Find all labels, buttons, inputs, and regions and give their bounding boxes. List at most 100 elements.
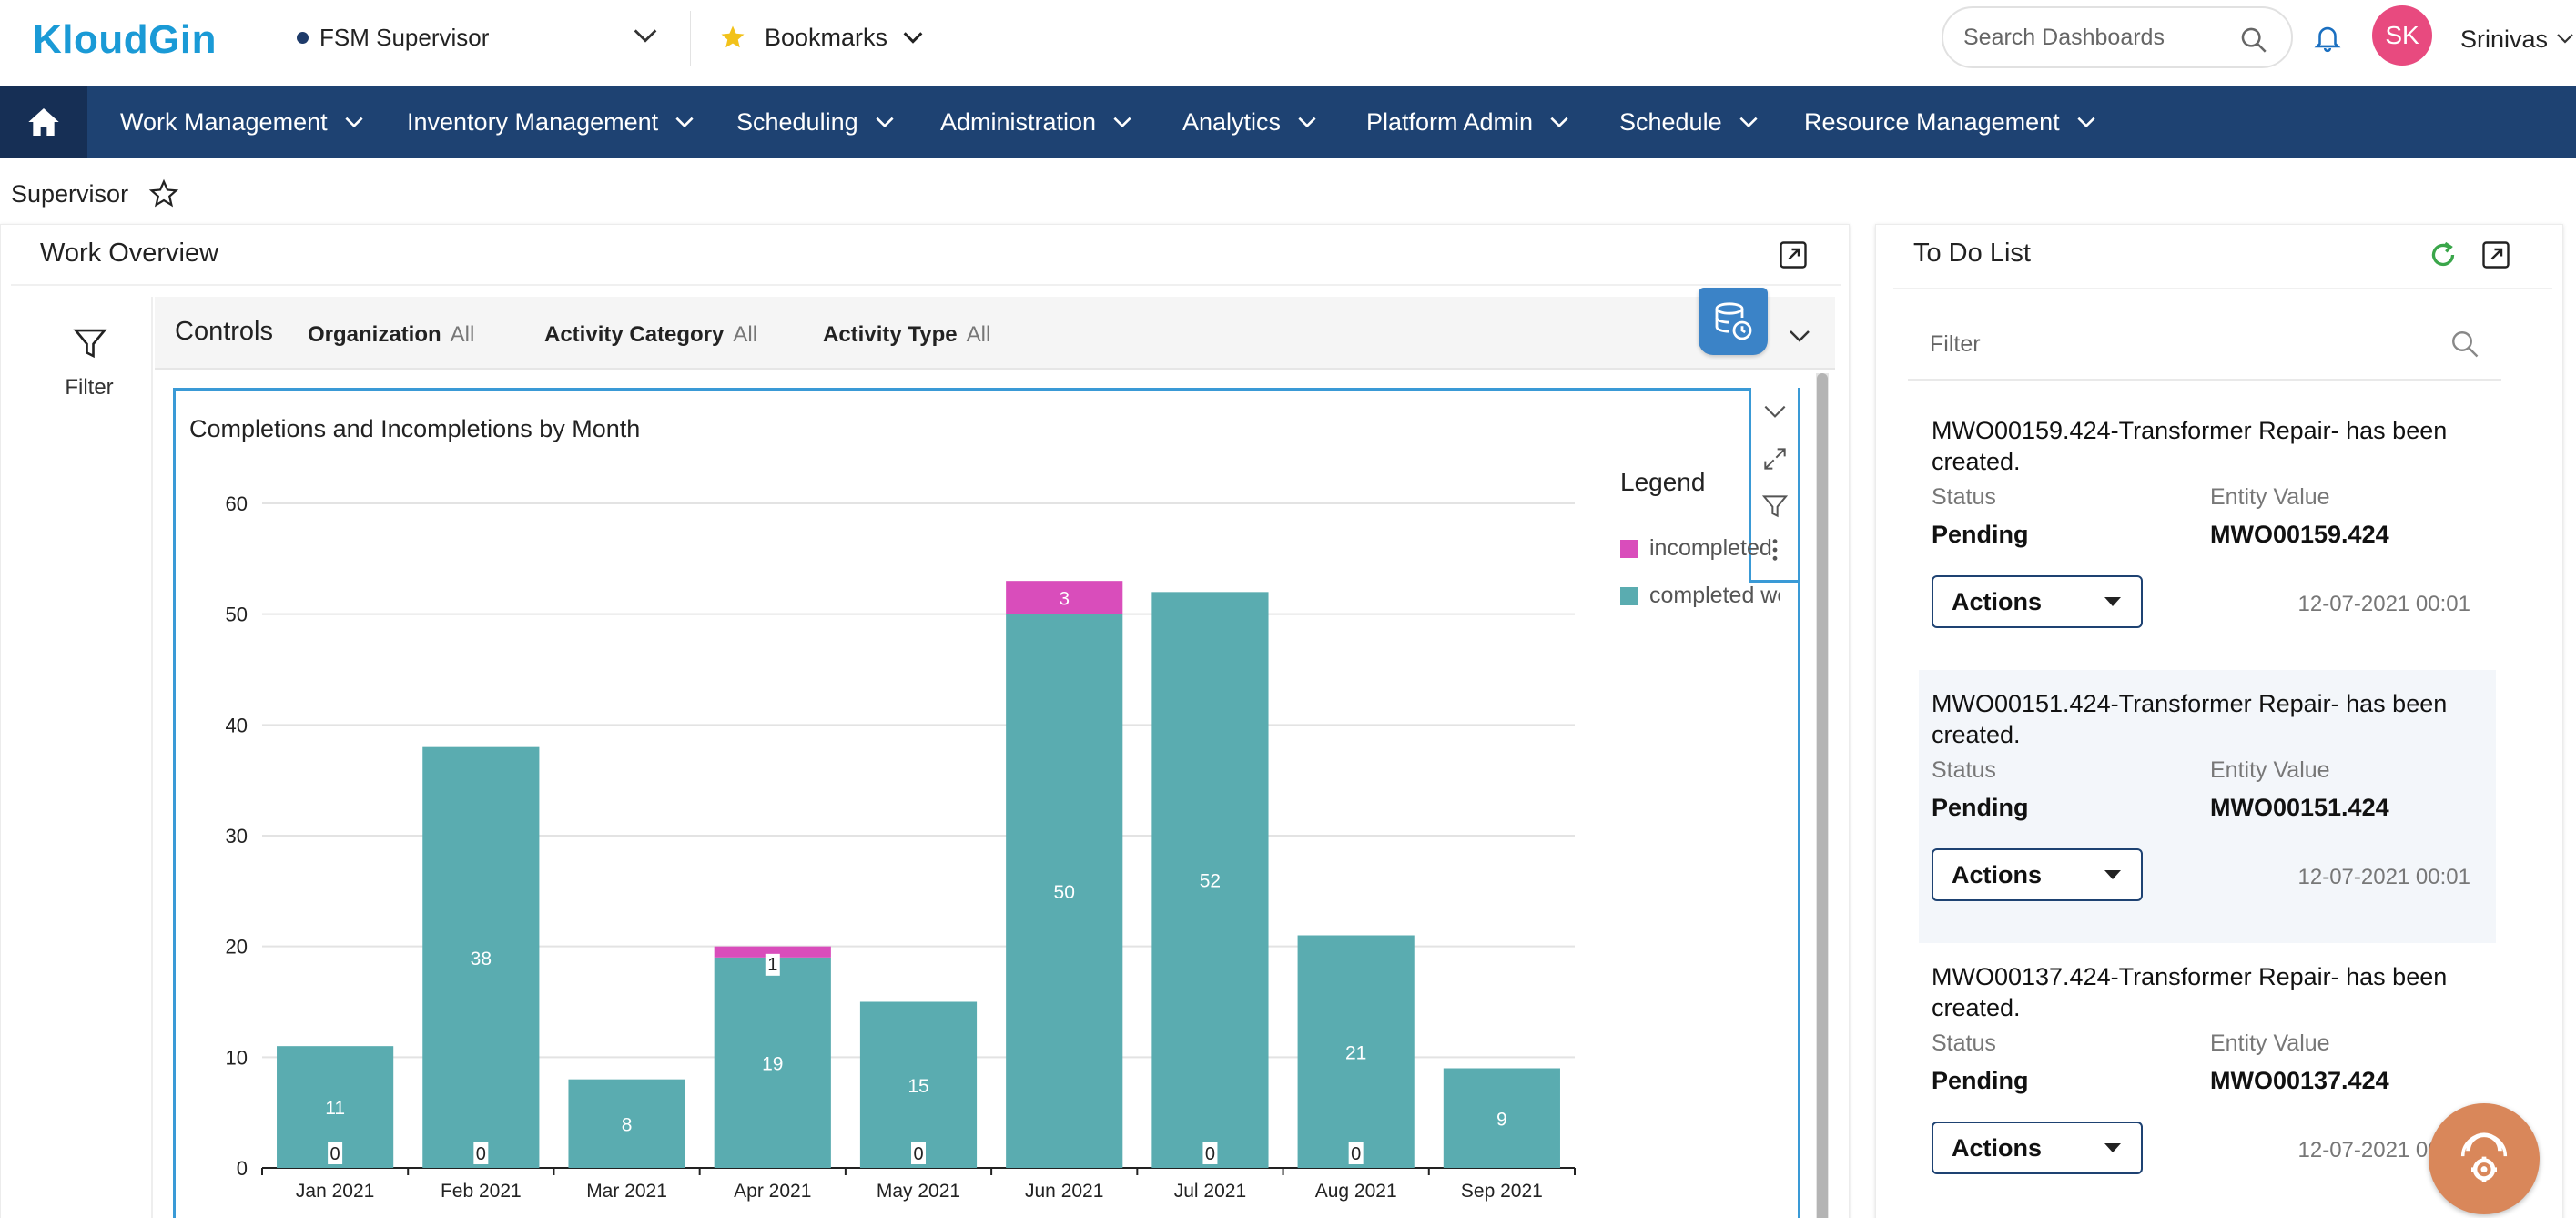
bar-value-label: 19 xyxy=(762,1053,783,1074)
nav-label: Platform Admin xyxy=(1366,107,1534,136)
scrollbar-thumb[interactable] xyxy=(1817,373,1828,1218)
data-source-button[interactable] xyxy=(1699,288,1768,355)
bar-completed xyxy=(714,957,831,1168)
entity-value-label: Entity Value xyxy=(2210,484,2330,510)
bar-completed xyxy=(422,746,540,1168)
search-icon[interactable] xyxy=(2238,25,2269,56)
bar-completed xyxy=(859,1001,978,1168)
x-tick-label: Jun 2021 xyxy=(1025,1181,1103,1202)
fullscreen-icon[interactable] xyxy=(1760,444,1790,473)
bar-value-label: 50 xyxy=(1054,882,1075,903)
legend-label: completed wo xyxy=(1649,583,1780,608)
nav-platform-admin[interactable]: Platform Admin xyxy=(1366,86,1571,158)
role-selector[interactable]: FSM Supervisor xyxy=(297,13,661,62)
expand-icon[interactable] xyxy=(1777,239,1810,271)
control-activity-type[interactable]: Activity Type All xyxy=(823,322,990,348)
bar-label-bg xyxy=(1202,1142,1218,1164)
kloudgin-logo[interactable]: KloudGin xyxy=(33,13,217,67)
chevron-down-icon[interactable] xyxy=(1786,322,1813,350)
notification-bell-icon[interactable] xyxy=(2312,22,2343,53)
bar-label-bg xyxy=(1348,1142,1364,1164)
bar-value-label: 8 xyxy=(622,1114,633,1135)
control-value: All xyxy=(966,322,991,347)
database-clock-icon xyxy=(1715,302,1752,340)
controls-bar: Controls Organization All Activity Catego… xyxy=(155,297,1835,370)
chart-toolbar xyxy=(1749,388,1800,583)
y-tick-label: 50 xyxy=(226,604,248,626)
actions-label: Actions xyxy=(1952,860,2043,888)
todo-item[interactable]: MWO00151.424-Transformer Repair- has bee… xyxy=(1919,670,2496,943)
nav-scheduling[interactable]: Scheduling xyxy=(736,86,897,158)
nav-label: Schedule xyxy=(1619,107,1722,136)
chevron-down-icon[interactable] xyxy=(1760,397,1790,426)
actions-button[interactable]: Actions xyxy=(1932,575,2143,628)
header-divider xyxy=(690,11,691,66)
bar-completed xyxy=(568,1079,685,1168)
bar-value-label: 0 xyxy=(1351,1144,1361,1164)
todo-filter-input[interactable] xyxy=(1930,331,2403,358)
scrollbar[interactable] xyxy=(1816,373,1829,1218)
bar-completed xyxy=(1151,592,1269,1168)
bar-value-label: 0 xyxy=(1205,1144,1215,1164)
page-title: Supervisor xyxy=(11,178,179,209)
search-input[interactable] xyxy=(1963,24,2236,51)
x-tick-label: Jul 2021 xyxy=(1174,1181,1246,1202)
y-tick-label: 20 xyxy=(226,936,248,959)
panel-header-divider xyxy=(1893,288,2552,289)
role-selector-label: FSM Supervisor xyxy=(319,23,490,51)
status-value: Pending xyxy=(1932,1067,2029,1094)
legend-title: Legend xyxy=(1620,468,1706,496)
home-button[interactable] xyxy=(0,86,87,158)
bar-value-label: 38 xyxy=(471,949,492,969)
nav-resource-management[interactable]: Resource Management xyxy=(1804,86,2098,158)
support-chat-button[interactable] xyxy=(2429,1103,2540,1214)
more-options-icon[interactable] xyxy=(1760,535,1790,564)
bar-value-label: 15 xyxy=(908,1076,928,1097)
chevron-down-icon[interactable] xyxy=(2554,25,2576,51)
bar-incompleted xyxy=(1006,581,1123,614)
search-icon[interactable] xyxy=(2449,328,2481,360)
todo-message: MWO00151.424-Transformer Repair- has bee… xyxy=(1932,690,2448,748)
refresh-icon[interactable] xyxy=(2427,239,2459,271)
bookmarks-menu[interactable]: Bookmarks xyxy=(719,13,926,62)
bar-label-bg xyxy=(911,1142,926,1164)
chevron-down-icon xyxy=(903,32,923,44)
nav-schedule[interactable]: Schedule xyxy=(1619,86,1760,158)
todo-item[interactable]: MWO00137.424-Transformer Repair- has bee… xyxy=(1919,943,2496,1216)
nav-work-management[interactable]: Work Management xyxy=(120,86,366,158)
legend-item-completed[interactable]: completed wo xyxy=(1620,583,1780,609)
expand-icon[interactable] xyxy=(2480,239,2512,271)
filter-icon[interactable] xyxy=(1760,492,1790,521)
chevron-down-icon xyxy=(634,29,657,43)
role-dot-icon xyxy=(297,31,309,44)
filter-column[interactable]: Filter xyxy=(25,297,153,1218)
x-tick-label: Mar 2021 xyxy=(586,1181,667,1202)
legend-swatch xyxy=(1620,586,1638,605)
chevron-down-icon xyxy=(345,117,363,128)
nav-label: Resource Management xyxy=(1804,107,2060,136)
nav-analytics[interactable]: Analytics xyxy=(1182,86,1319,158)
favorite-star-icon[interactable] xyxy=(148,178,179,209)
control-activity-category[interactable]: Activity Category All xyxy=(544,322,757,348)
nav-administration[interactable]: Administration xyxy=(940,86,1134,158)
top-header: KloudGin FSM Supervisor Bookmarks SK Sri… xyxy=(0,0,2576,86)
control-organization[interactable]: Organization All xyxy=(308,322,474,348)
y-tick-label: 60 xyxy=(226,492,248,515)
bar-label-bg xyxy=(328,1142,343,1164)
control-name: Activity Category xyxy=(544,322,725,347)
control-value: All xyxy=(733,322,758,347)
chevron-down-icon xyxy=(675,117,694,128)
y-tick-label: 40 xyxy=(226,714,248,736)
support-gear-icon xyxy=(2460,1132,2508,1182)
bar-value-label: 9 xyxy=(1496,1109,1507,1130)
avatar[interactable]: SK xyxy=(2372,5,2432,66)
user-name[interactable]: Srinivas xyxy=(2460,25,2549,53)
legend-item-incompleted[interactable]: incompleted xyxy=(1620,535,1780,562)
bar-value-label: 3 xyxy=(1059,588,1070,609)
todo-item[interactable]: MWO00159.424-Transformer Repair- has bee… xyxy=(1919,397,2496,670)
actions-button[interactable]: Actions xyxy=(1932,1122,2143,1174)
actions-button[interactable]: Actions xyxy=(1932,848,2143,901)
nav-inventory-management[interactable]: Inventory Management xyxy=(407,86,696,158)
todo-timestamp: 12-07-2021 00:01 xyxy=(2297,592,2471,616)
